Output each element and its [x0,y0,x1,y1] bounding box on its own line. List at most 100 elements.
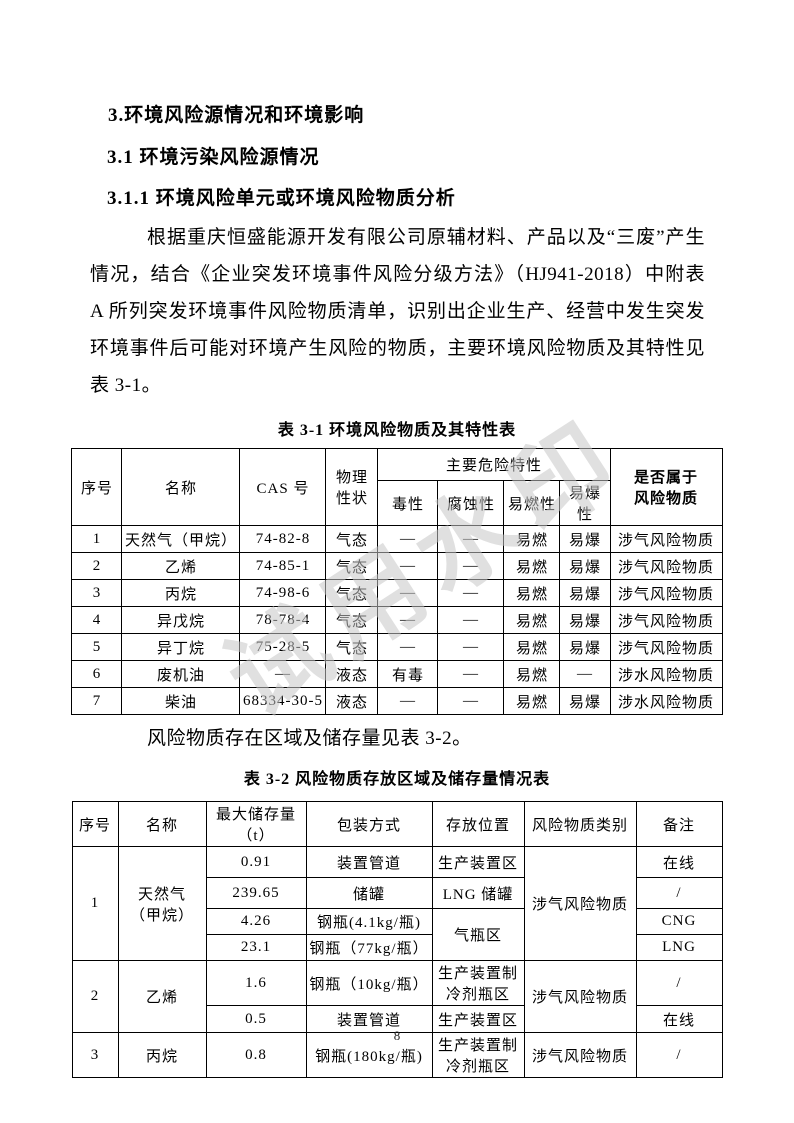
t1-cell-toxicity: — [377,687,439,715]
t1-cell-name: 柴油 [121,687,241,715]
t1-cell-flammability: 易燃 [503,687,561,715]
t2-cell-qty: 4.26 [205,908,307,935]
t2-cell-location: 生产装置区 [431,1005,525,1033]
t2-cell-remark: 在线 [635,846,723,878]
t2-header-risk-class: 风险物质类别 [523,801,637,847]
t1-cell-flammability: 易燃 [503,552,561,580]
t1-cell-index: 5 [71,633,123,661]
t1-cell-index: 1 [71,525,123,553]
t1-header-risk-class: 是否属于 风险物质 [609,448,723,526]
intro-paragraph: 根据重庆恒盛能源开发有限公司原辅材料、产品以及“三废”产生情况，结合《企业突发环… [90,227,705,396]
t2-cell-location: 生产装置区 [431,846,525,878]
t1-cell-cas: 78-78-4 [239,606,327,634]
t1-cell-state: 液态 [325,687,379,715]
t1-cell-explosivity: 易爆 [559,525,611,553]
table-row: 序号 名称 CAS 号 物理 性状 主要危险特性 是否属于 风险物质 [71,448,723,526]
t2-cell-remark: / [635,1032,723,1078]
t1-cell-flammability: 易燃 [503,579,561,607]
t1-cell-state: 气态 [325,606,379,634]
table-row: 3 丙烷 74-98-6 气态 — — 易燃 易爆 涉气风险物质 [71,579,723,607]
t2-cell-location: 生产装置制冷剂瓶区 [431,960,525,1006]
t1-cell-corrosivity: — [437,525,505,553]
t1-cell-toxicity: — [377,633,439,661]
t1-cell-risk-class: 涉气风险物质 [609,579,723,607]
t1-header-corrosivity: 腐蚀性 [437,480,505,526]
t2-header-packing: 包装方式 [305,801,433,847]
t2-cell-remark: / [635,877,723,909]
table-row: 2 乙烯 74-85-1 气态 — — 易燃 易爆 涉气风险物质 [71,552,723,580]
t2-cell-packing: 钢瓶(4.1kg/瓶) [305,908,433,935]
t1-cell-index: 4 [71,606,123,634]
t2-cell-risk-class: 涉气风险物质 [523,846,637,961]
t2-cell-remark: LNG [635,934,723,961]
t2-header-max-storage: 最大储存量 （t） [205,801,307,847]
t2-header-index: 序号 [71,801,119,847]
t1-cell-explosivity: — [559,660,611,688]
t1-cell-corrosivity: — [437,687,505,715]
t2-cell-location: LNG 储罐 [431,877,525,909]
t1-cell-risk-class: 涉气风险物质 [609,525,723,553]
t1-cell-risk-class: 涉水风险物质 [609,687,723,715]
t2-cell-name: 天然气 （甲烷） [117,846,207,961]
table-risk-substances: 序号 名称 CAS 号 物理 性状 主要危险特性 是否属于 风险物质 毒性 腐蚀… [71,448,723,715]
t2-cell-remark: / [635,960,723,1006]
t1-cell-risk-class: 涉气风险物质 [609,633,723,661]
table-storage-areas: 序号 名称 最大储存量 （t） 包装方式 存放位置 风险物质类别 备注 1 天然… [71,801,723,1078]
table-row: 1 天然气（甲烷） 74-82-8 气态 — — 易燃 易爆 涉气风险物质 [71,525,723,553]
t1-cell-risk-class: 涉气风险物质 [609,552,723,580]
t2-cell-index: 2 [71,960,119,1033]
t1-cell-flammability: 易燃 [503,660,561,688]
t1-cell-name: 天然气（甲烷） [121,525,241,553]
t1-cell-state: 气态 [325,633,379,661]
t1-header-toxicity: 毒性 [377,480,439,526]
t1-cell-flammability: 易燃 [503,633,561,661]
t1-cell-corrosivity: — [437,552,505,580]
page-number: 8 [393,1028,401,1043]
t1-cell-name: 乙烯 [121,552,241,580]
t1-cell-index: 7 [71,687,123,715]
t2-cell-risk-class: 涉气风险物质 [523,960,637,1033]
t2-cell-location: 生产装置制冷剂瓶区 [431,1032,525,1078]
t2-cell-packing: 钢瓶（10kg/瓶） [305,960,433,1006]
table-row: 239.65 储罐 LNG 储罐 / [72,877,723,909]
t1-cell-state: 气态 [325,579,379,607]
t1-cell-flammability: 易燃 [503,606,561,634]
t2-cell-qty: 1.6 [205,960,307,1006]
t2-cell-packing: 储罐 [305,877,433,909]
t1-cell-state: 气态 [325,552,379,580]
t1-header-cas: CAS 号 [239,448,327,526]
t2-cell-name: 丙烷 [117,1032,207,1078]
t1-cell-toxicity: — [377,552,439,580]
t1-cell-cas: — [239,660,327,688]
t1-cell-cas: 74-82-8 [239,525,327,553]
t2-cell-qty: 0.91 [205,846,307,878]
t1-cell-toxicity: — [377,579,439,607]
t2-cell-index: 1 [71,846,119,961]
t1-cell-explosivity: 易爆 [559,633,611,661]
heading-section-3-1: 3.1 环境污染风险源情况 [107,147,320,168]
table-row: 3 丙烷 0.8 钢瓶(180kg/瓶) 生产装置制冷剂瓶区 涉气风险物质 / [71,1032,723,1078]
t1-cell-state: 气态 [325,525,379,553]
table-row: 毒性 腐蚀性 易燃性 易爆性 [72,480,722,526]
heading-section-3: 3.环境风险源情况和环境影响 [108,105,365,126]
t2-cell-qty: 23.1 [205,934,307,961]
t1-header-explosivity: 易爆性 [559,480,611,526]
t1-cell-corrosivity: — [437,660,505,688]
heading-section-3-1-1: 3.1.1 环境风险单元或环境风险物质分析 [107,188,456,209]
table-row: 4 异戊烷 78-78-4 气态 — — 易燃 易爆 涉气风险物质 [71,606,723,634]
table-row: 23.1 钢瓶（77kg/瓶） LNG [72,934,723,961]
t2-cell-remark: CNG [635,908,723,935]
t1-cell-explosivity: 易爆 [559,552,611,580]
t2-cell-packing: 钢瓶（77kg/瓶） [305,934,433,961]
t1-header-name: 名称 [121,448,241,526]
table2-title: 表 3-2 风险物质存放区域及储存量情况表 [243,771,551,788]
t1-header-flammability: 易燃性 [503,480,561,526]
t1-cell-corrosivity: — [437,579,505,607]
t1-header-index: 序号 [71,448,123,526]
t1-cell-explosivity: 易爆 [559,579,611,607]
t1-cell-cas: 74-98-6 [239,579,327,607]
table-row: 序号 名称 最大储存量 （t） 包装方式 存放位置 风险物质类别 备注 [71,801,723,847]
t1-cell-toxicity: 有毒 [377,660,439,688]
t2-cell-risk-class: 涉气风险物质 [523,1032,637,1078]
